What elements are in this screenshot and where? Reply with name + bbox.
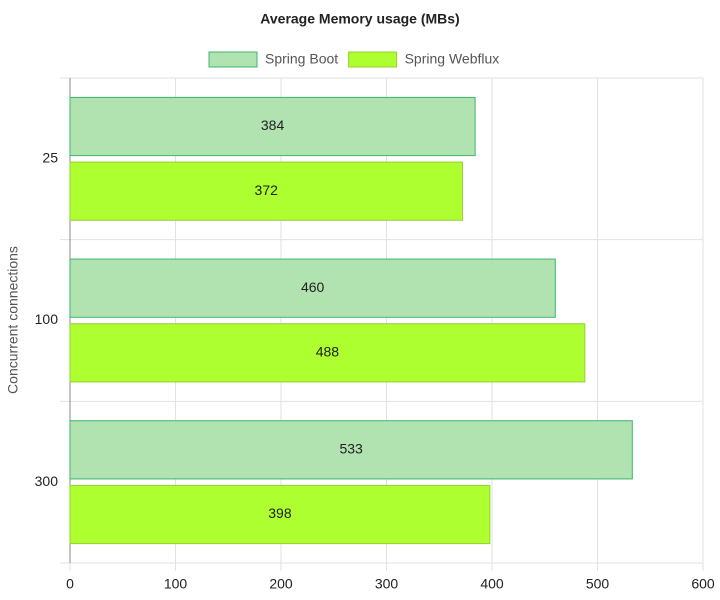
x-tick-label: 600	[691, 576, 715, 592]
y-tick-label: 100	[35, 311, 59, 327]
x-tick-label: 300	[375, 576, 399, 592]
data-label: 488	[316, 344, 340, 360]
data-label: 460	[301, 279, 325, 295]
legend-label: Spring Webflux	[405, 51, 500, 67]
y-axis-label: Concurrent connections	[5, 246, 21, 394]
bar	[69, 258, 556, 318]
legend-swatch	[208, 51, 258, 68]
x-tick-label: 100	[164, 576, 188, 592]
chart-title: Average Memory usage (MBs)	[260, 11, 459, 27]
x-tick-label: 500	[586, 576, 610, 592]
legend-swatch	[348, 51, 398, 68]
data-label: 398	[268, 505, 292, 521]
y-tick-label: 25	[42, 150, 58, 166]
bar	[69, 323, 586, 383]
bar	[69, 420, 633, 480]
bar	[69, 161, 463, 221]
data-label: 384	[261, 117, 285, 133]
bar	[69, 96, 476, 157]
data-label: 372	[255, 182, 279, 198]
x-tick-label: 0	[66, 576, 74, 592]
legend-label: Spring Boot	[265, 51, 338, 67]
bar	[69, 484, 491, 545]
y-tick-label: 300	[35, 473, 59, 489]
data-label: 533	[339, 441, 363, 457]
x-tick-label: 200	[269, 576, 293, 592]
x-tick-label: 400	[480, 576, 504, 592]
